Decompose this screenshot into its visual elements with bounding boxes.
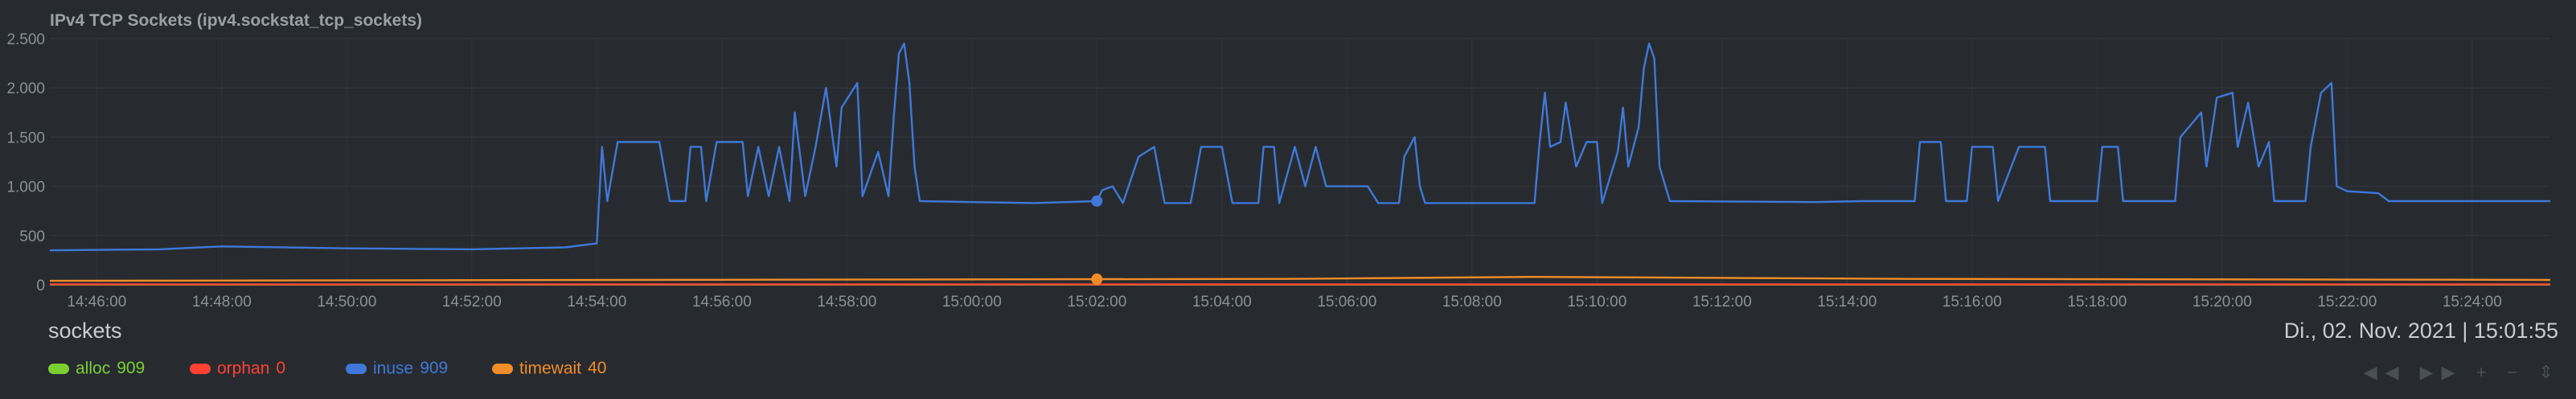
- chart-title: IPv4 TCP Sockets (ipv4.sockstat_tcp_sock…: [50, 11, 422, 30]
- y-tick-label: 2.500: [6, 31, 45, 48]
- legend-value-timewait: 40: [588, 359, 607, 378]
- hover-point-inuse: [1091, 195, 1103, 207]
- legend-label-alloc: alloc: [76, 359, 111, 378]
- x-tick-label: 15:00:00: [942, 294, 1002, 311]
- x-tick-label: 15:06:00: [1317, 294, 1376, 311]
- x-tick-label: 15:20:00: [2192, 294, 2252, 311]
- alloc-swatch: [48, 363, 69, 374]
- legend-value-alloc: 909: [117, 359, 146, 378]
- y-tick-label: 0: [36, 278, 45, 294]
- y-tick-label: 500: [19, 228, 45, 245]
- x-tick-label: 15:10:00: [1567, 294, 1626, 311]
- x-tick-label: 14:50:00: [317, 294, 376, 311]
- legend-item-inuse[interactable]: inuse 909: [346, 359, 448, 378]
- x-tick-label: 15:08:00: [1442, 294, 1502, 311]
- y-tick-label: 2.000: [6, 80, 45, 97]
- x-tick-label: 15:04:00: [1192, 294, 1252, 311]
- legend-label-inuse: inuse: [373, 359, 414, 378]
- x-tick-label: 15:22:00: [2317, 294, 2377, 311]
- legend-item-orphan[interactable]: orphan 0: [190, 359, 285, 378]
- x-tick-label: 14:52:00: [442, 294, 502, 311]
- line-chart[interactable]: 0 500 1.000 1.500 2.000 2.500 14:46:00 14:48:00…: [0, 0, 2576, 314]
- units-label: sockets: [48, 319, 122, 343]
- legend-label-orphan: orphan: [217, 359, 270, 378]
- legend-value-orphan: 0: [276, 359, 286, 378]
- y-tick-label: 1.000: [6, 179, 45, 196]
- timewait-swatch: [492, 363, 513, 374]
- x-tick-label: 14:54:00: [567, 294, 626, 311]
- hover-point-timewait: [1091, 274, 1103, 286]
- legend-value-inuse: 909: [420, 359, 449, 378]
- legend-item-alloc[interactable]: alloc 909: [48, 359, 145, 378]
- x-tick-label: 15:14:00: [1817, 294, 1877, 311]
- x-tick-label: 15:02:00: [1067, 294, 1126, 311]
- x-tick-label: 15:24:00: [2443, 294, 2502, 311]
- y-tick-label: 1.500: [6, 130, 45, 146]
- x-tick-label: 15:12:00: [1692, 294, 1752, 311]
- series-line-inuse: [49, 42, 2550, 252]
- hover-datetime: Di., 02. Nov. 2021 | 15:01:55: [2283, 319, 2558, 343]
- inuse-swatch: [346, 363, 367, 374]
- x-tick-label: 15:16:00: [1942, 294, 2002, 311]
- x-tick-label: 15:18:00: [2067, 294, 2127, 311]
- legend-item-timewait[interactable]: timewait 40: [492, 359, 606, 378]
- series-line-timewait: [49, 276, 2551, 282]
- orphan-swatch: [190, 363, 211, 374]
- chart-toolbar[interactable]: ◀◀ ▶▶ + − ⇕: [2363, 362, 2562, 382]
- x-tick-label: 14:56:00: [692, 294, 752, 311]
- x-tick-label: 14:46:00: [67, 294, 126, 311]
- x-tick-label: 14:48:00: [192, 294, 252, 311]
- x-tick-label: 14:58:00: [817, 294, 876, 311]
- legend-label-timewait: timewait: [519, 359, 582, 378]
